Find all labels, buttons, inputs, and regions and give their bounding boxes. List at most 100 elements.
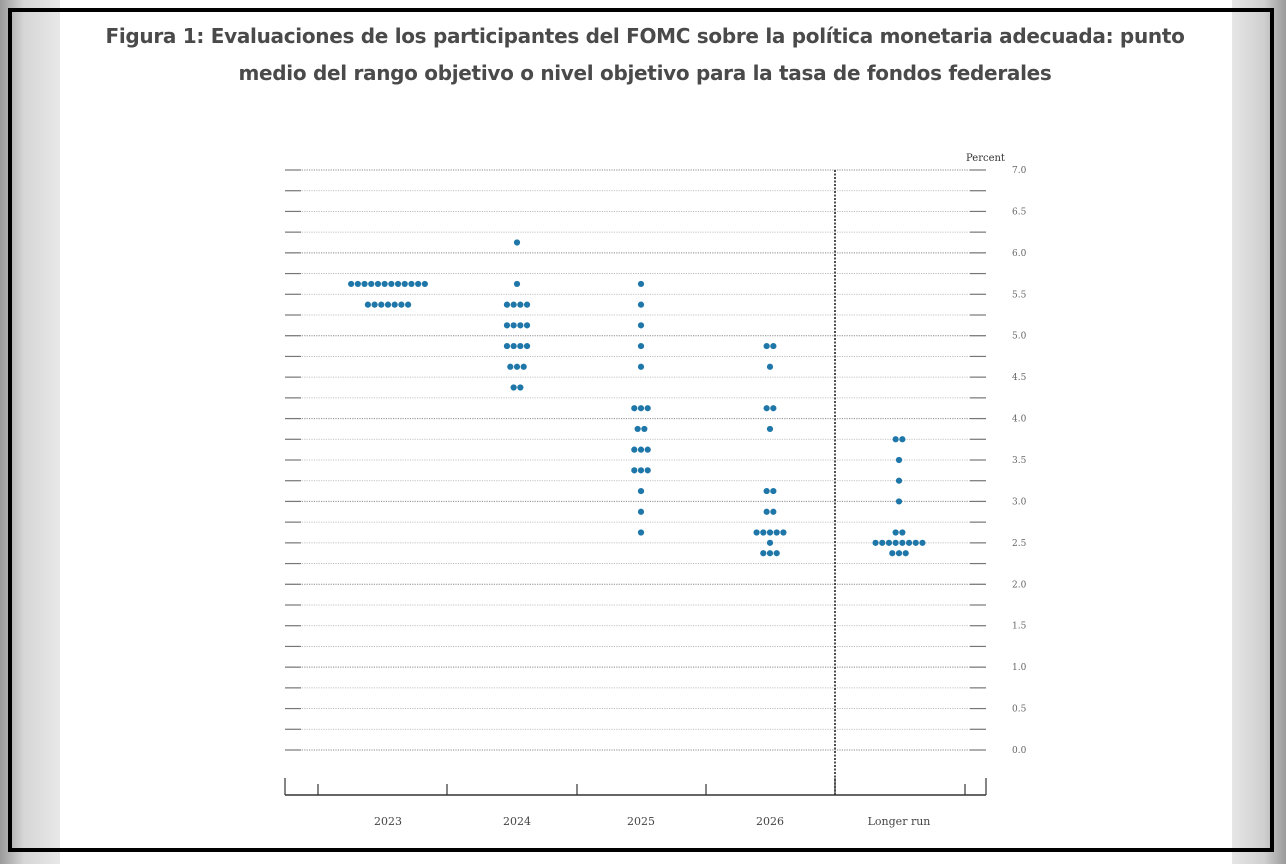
- dot: [634, 425, 641, 433]
- y-tick-label: 1.0: [1012, 663, 1027, 673]
- dot: [770, 487, 777, 495]
- dot: [766, 363, 774, 370]
- dot: [895, 498, 903, 505]
- dot: [513, 280, 521, 288]
- dot: [520, 363, 527, 370]
- dot: [766, 425, 774, 433]
- axes: [284, 170, 987, 796]
- y-axis-unit-label: Percent: [966, 153, 1005, 164]
- dot: [503, 322, 511, 329]
- y-tick-label: 2.5: [1012, 539, 1027, 549]
- dot: [773, 550, 780, 557]
- dot: [388, 280, 395, 288]
- category-label: 2025: [627, 815, 655, 828]
- dot: [770, 508, 777, 515]
- dot: [637, 529, 645, 536]
- dot: [637, 342, 645, 350]
- dot: [899, 529, 906, 536]
- dot: [631, 467, 638, 474]
- dot: [773, 529, 780, 536]
- dot: [523, 322, 531, 329]
- dot: [637, 446, 645, 453]
- dot: [644, 467, 651, 474]
- dot: [889, 550, 896, 557]
- dot: [637, 280, 645, 288]
- labels: 0.0 0.5 1.0 1.5 2.0 2.5 3.0 3.5 4.0 4.5 5.0 5.5 6.0 6…: [374, 153, 1027, 828]
- dot: [394, 280, 402, 288]
- dot: [895, 550, 903, 557]
- figure-title: Figura 1: Evaluaciones de los participan…: [105, 24, 1185, 85]
- dot: [780, 529, 787, 536]
- dot: [517, 301, 524, 308]
- dot: [391, 301, 398, 308]
- dot: [637, 508, 645, 515]
- dot: [770, 405, 777, 412]
- dot: [763, 487, 770, 495]
- y-tick-label: 1.5: [1012, 622, 1027, 632]
- y-tick-label: 5.0: [1012, 332, 1027, 342]
- dot: [766, 539, 774, 546]
- dot: [892, 436, 899, 443]
- dot: [405, 301, 412, 308]
- dot: [523, 301, 531, 308]
- y-tick-label: 7.0: [1012, 166, 1027, 176]
- dot: [368, 280, 375, 288]
- dot: [631, 405, 638, 412]
- dot: [753, 529, 760, 536]
- y-tick-label: 3.5: [1012, 456, 1027, 466]
- dot: [510, 384, 517, 391]
- dot: [371, 301, 378, 308]
- dot: [517, 384, 524, 391]
- dot: [637, 363, 645, 370]
- dot: [384, 301, 392, 308]
- dot: [644, 405, 651, 412]
- category-label: 2023: [374, 815, 402, 828]
- y-tick-label: 3.0: [1012, 497, 1027, 507]
- dot: [637, 467, 645, 474]
- dot: [510, 322, 517, 329]
- dot: [374, 280, 382, 288]
- dot: [398, 301, 405, 308]
- dot: [885, 539, 893, 546]
- dot: [899, 539, 906, 546]
- gridlines: [285, 169, 986, 751]
- dots: [348, 239, 926, 557]
- y-tick-label: 4.0: [1012, 415, 1027, 425]
- dot: [510, 342, 517, 350]
- y-tick-label: 0.0: [1012, 746, 1027, 756]
- dot: [361, 280, 368, 288]
- dot: [892, 529, 899, 536]
- category-label: 2026: [756, 815, 784, 828]
- dot: [902, 550, 909, 557]
- dot: [879, 539, 886, 546]
- y-tick-label: 0.5: [1012, 705, 1027, 715]
- category-label: Longer run: [868, 815, 931, 828]
- dot: [892, 539, 899, 546]
- dot: [763, 342, 770, 350]
- dot: [899, 436, 906, 443]
- dot: [895, 477, 903, 484]
- dot: [637, 487, 645, 495]
- y-tick-label: 4.5: [1012, 373, 1027, 383]
- y-tick-label: 6.0: [1012, 249, 1027, 259]
- dot: [415, 280, 422, 288]
- dot: [421, 280, 428, 288]
- dot: [770, 342, 777, 350]
- dot: [503, 301, 511, 308]
- dot: [760, 550, 767, 557]
- dot: [766, 550, 774, 557]
- dot: [523, 342, 531, 350]
- dot: [364, 301, 371, 308]
- dot: [919, 539, 926, 546]
- dot: [401, 280, 408, 288]
- dot: [354, 280, 361, 288]
- dot: [381, 280, 388, 288]
- dot: [637, 322, 645, 329]
- dot: [631, 446, 638, 453]
- dot: [510, 301, 517, 308]
- y-tick-label: 6.5: [1012, 207, 1027, 217]
- dot: [644, 446, 651, 453]
- dot: [408, 280, 415, 288]
- dot: [905, 539, 913, 546]
